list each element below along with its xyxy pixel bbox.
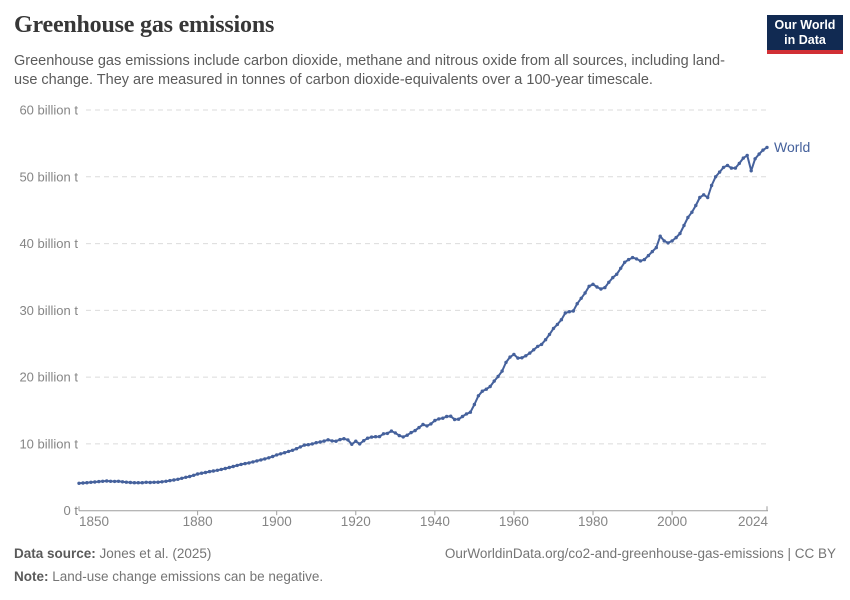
logo-line-1: Our World [774,18,836,32]
y-tick-label: 20 billion t [19,370,78,385]
y-axis-labels: 0 t 10 billion t 20 billion t 30 billion t 4… [19,103,78,519]
x-tick-label: 1880 [183,514,213,529]
x-tick-label: 1980 [578,514,608,529]
data-source: Data source: Jones et al. (2025) [14,546,211,561]
y-tick-label: 10 billion t [19,436,78,451]
data-source-text: Jones et al. (2025) [95,546,212,561]
footer-source-row: Data source: Jones et al. (2025) OurWorl… [14,546,836,561]
world-line[interactable] [78,146,768,485]
x-tick-label: 1920 [341,514,371,529]
note-text: Land-use change emissions can be negativ… [48,569,324,584]
x-tick-label: 1940 [420,514,450,529]
x-tick-label: 1960 [499,514,529,529]
note-label: Note: [14,569,49,584]
attribution-link[interactable]: OurWorldinData.org/co2-and-greenhouse-ga… [444,546,836,561]
logo-line-2: in Data [784,33,826,47]
x-tick-label: 2024 [738,514,769,529]
chart-subtitle: Greenhouse gas emissions include carbon … [14,53,725,89]
x-tick-label: 1850 [79,514,109,529]
x-tick-label: 2000 [657,514,687,529]
y-gridlines [86,109,768,445]
footer-note-row: Note: Land-use change emissions can be n… [14,569,323,584]
world-series-label[interactable]: World [774,139,810,155]
y-tick-label: 50 billion t [19,169,78,184]
y-tick-label: 30 billion t [19,303,78,318]
y-tick-label: 60 billion t [19,103,78,118]
y-tick-label: 40 billion t [19,236,78,251]
x-tick-label: 1900 [262,514,292,529]
our-world-in-data-logo[interactable]: Our World in Data [767,15,843,54]
world-line-points [77,145,769,485]
x-axis: 1850 1880 1900 1920 1940 1960 1980 2000 2024 [78,506,769,529]
page-title: Greenhouse gas emissions [14,12,275,38]
data-source-label: Data source: [14,546,96,561]
y-tick-label: 0 t [64,503,79,518]
